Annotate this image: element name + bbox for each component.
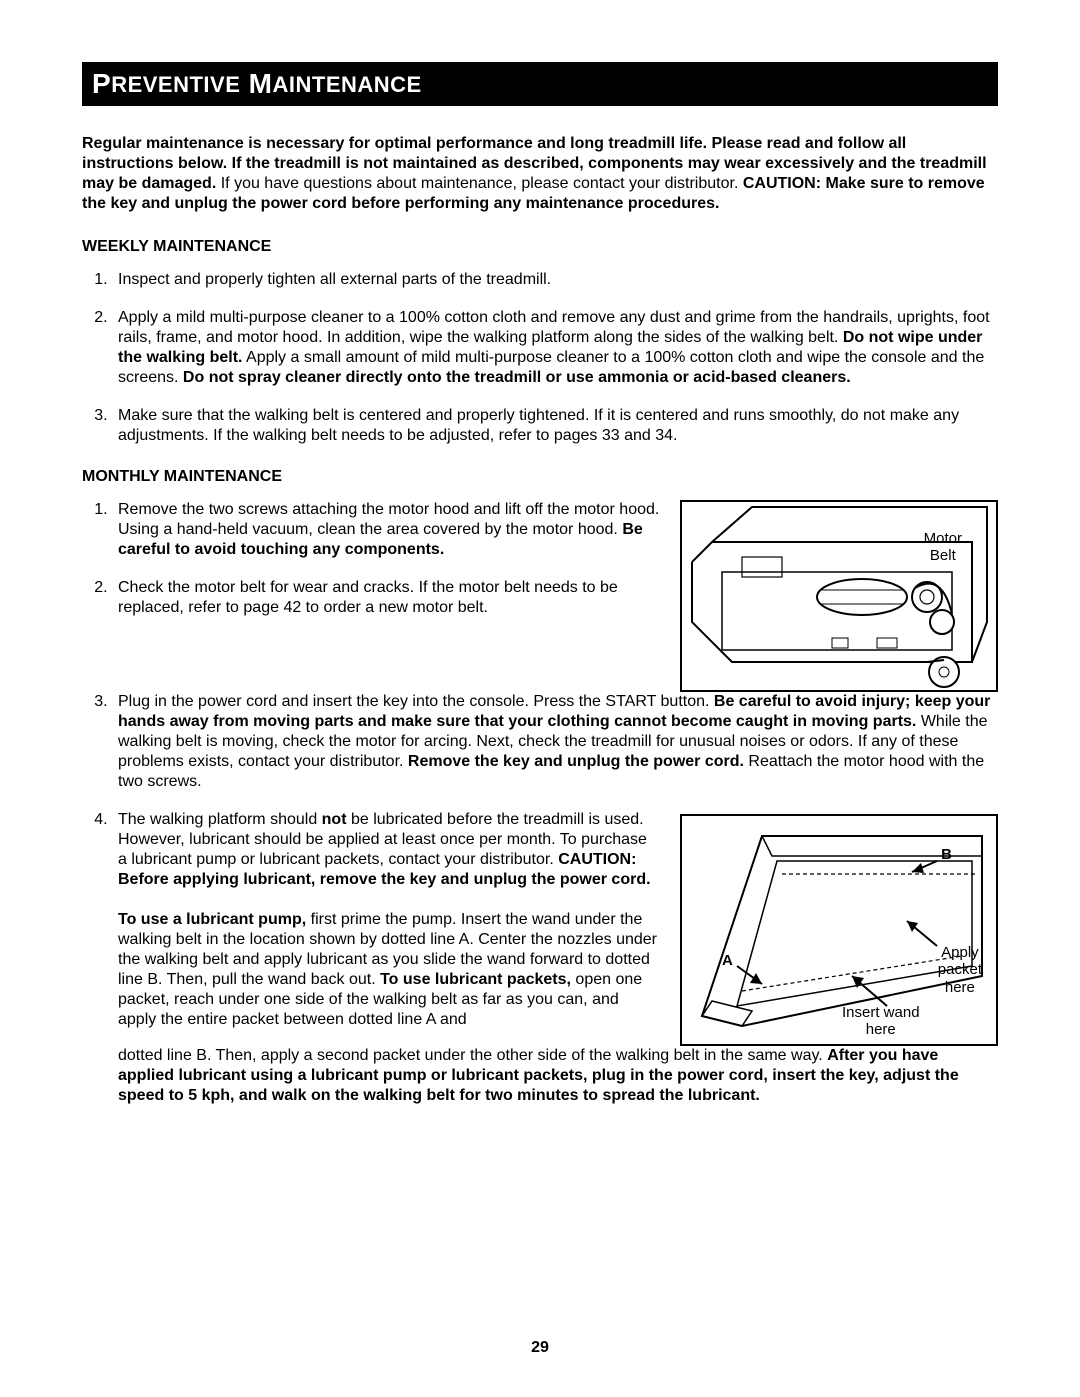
insert2: here [866, 1021, 896, 1038]
apply3: here [945, 979, 975, 996]
monthly-item-1: Remove the two screws attaching the moto… [112, 500, 660, 560]
insert1: Insert wand [842, 1004, 920, 1021]
m3a: Plug in the power cord and insert the ke… [118, 693, 714, 710]
apply2: packet [938, 961, 982, 978]
m4b: not [322, 811, 347, 828]
apply1: Apply [941, 944, 979, 961]
title-cap2: M [240, 68, 272, 99]
intro-paragraph: Regular maintenance is necessary for opt… [82, 134, 998, 214]
m3d: Remove the key and unplug the power cord… [408, 753, 744, 770]
monthly-item-2: Check the motor belt for wear and cracks… [112, 578, 660, 618]
monthly-list-a: Remove the two screws attaching the moto… [82, 500, 660, 618]
motor-label-2: Belt [930, 547, 956, 564]
monthly-left-2: The walking platform should not be lubri… [82, 810, 660, 1048]
section-title-bar: PREVENTIVE MAINTENANCE [82, 62, 998, 106]
weekly-heading: WEEKLY MAINTENANCE [82, 238, 998, 256]
monthly-item-4: The walking platform should not be lubri… [112, 810, 660, 1030]
monthly-list-b: Plug in the power cord and insert the ke… [82, 692, 998, 792]
motor-label-1: Motor [924, 530, 962, 547]
intro-normal1: If you have questions about maintenance,… [216, 175, 743, 192]
weekly-1-text: Inspect and properly tighten all externa… [118, 271, 551, 288]
m4pa: To use a lubricant pump, [118, 911, 306, 928]
page: PREVENTIVE MAINTENANCE Regular maintenan… [0, 0, 1080, 1397]
weekly-list: Inspect and properly tighten all externa… [82, 270, 998, 446]
label-b: B [941, 846, 952, 863]
label-a: A [722, 952, 733, 969]
title-sc2: AINTENANCE [273, 72, 422, 97]
insert-wand-label: Insert wand here [842, 1004, 920, 1039]
weekly-3-text: Make sure that the walking belt is cente… [118, 407, 959, 444]
monthly-list-c: The walking platform should not be lubri… [82, 810, 660, 1030]
section-title: PREVENTIVE MAINTENANCE [92, 68, 988, 100]
title-cap: P [92, 68, 111, 99]
m4pc: To use lubricant packets, [380, 971, 571, 988]
apply-packet-label: Apply packet here [938, 944, 982, 996]
monthly-row-1: Remove the two screws attaching the moto… [82, 500, 998, 692]
monthly-item-3: Plug in the power cord and insert the ke… [112, 692, 998, 792]
title-sc: REVENTIVE [111, 72, 240, 97]
m4pd-tail: dotted line B. Then, apply a second pack… [118, 1047, 827, 1064]
monthly-heading: MONTHLY MAINTENANCE [82, 468, 998, 486]
monthly-item-4-cont: dotted line B. Then, apply a second pack… [82, 1046, 998, 1106]
figure-lubricant: A B Apply packet here Insert wand here [680, 814, 998, 1046]
m4a: The walking platform should [118, 811, 322, 828]
weekly-item-3: Make sure that the walking belt is cente… [112, 406, 998, 446]
monthly-left-1: Remove the two screws attaching the moto… [82, 500, 660, 636]
monthly-row-2: The walking platform should not be lubri… [82, 810, 998, 1048]
weekly-2d: Do not spray cleaner directly onto the t… [183, 369, 851, 386]
m2: Check the motor belt for wear and cracks… [118, 579, 618, 616]
weekly-item-1: Inspect and properly tighten all externa… [112, 270, 998, 290]
page-number: 29 [0, 1339, 1080, 1357]
m1a: Remove the two screws attaching the moto… [118, 501, 659, 538]
motor-belt-label: Motor Belt [924, 530, 962, 565]
weekly-item-2: Apply a mild multi-purpose cleaner to a … [112, 308, 998, 388]
figure-motor-belt: Motor Belt [680, 500, 998, 692]
